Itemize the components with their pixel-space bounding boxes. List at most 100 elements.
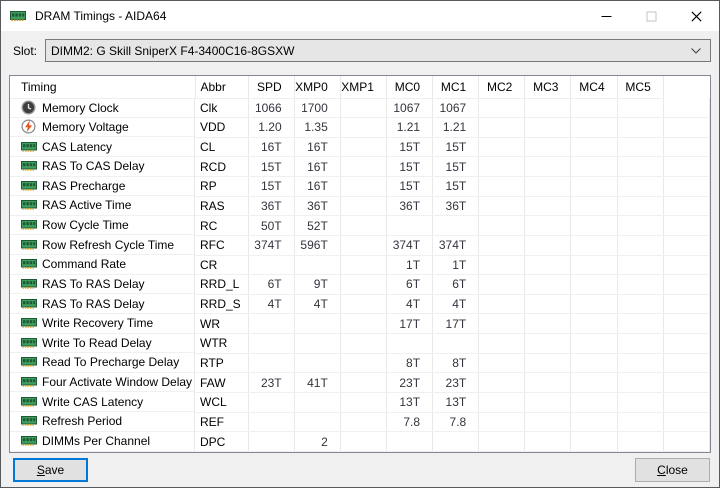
value-cell [524, 117, 572, 138]
value-cell [478, 98, 526, 119]
value-cell [663, 156, 710, 177]
value-cell [294, 412, 341, 433]
value-cell [570, 333, 618, 354]
value-cell: 6T [386, 274, 434, 295]
column-header-mc2: MC2 [478, 76, 526, 99]
value-cell [570, 353, 618, 374]
value-cell [478, 196, 526, 217]
value-cell [570, 98, 618, 119]
table-row[interactable]: Command Rate CR 1T 1T [10, 255, 710, 276]
value-cell: 15T [248, 176, 295, 197]
value-cell: 16T [248, 137, 295, 158]
abbr-cell: CL [195, 137, 249, 158]
slot-label: Slot: [13, 43, 38, 58]
value-cell [248, 431, 295, 452]
value-cell: 16T [294, 137, 341, 158]
value-cell [340, 156, 387, 177]
timing-label: Write Recovery Time [42, 316, 154, 331]
table-row[interactable]: DIMMs Per Channel DPC 2 [10, 431, 710, 452]
value-cell: 16T [294, 156, 341, 177]
value-cell [478, 431, 526, 452]
ram-module-icon [21, 316, 38, 331]
ram-module-icon [21, 296, 38, 311]
abbr-cell: REF [195, 412, 249, 433]
value-cell: 6T [248, 274, 295, 295]
value-cell [617, 313, 664, 334]
abbr-cell: RRD_L [195, 274, 249, 295]
value-cell: 1.21 [432, 117, 480, 138]
value-cell [524, 333, 572, 354]
value-cell: 23T [386, 372, 434, 393]
timing-label: Read To Precharge Delay [42, 355, 180, 370]
value-cell [524, 353, 572, 374]
timing-label: RAS Active Time [42, 198, 132, 213]
ram-module-icon [21, 276, 38, 291]
table-row[interactable]: Row Refresh Cycle Time RFC 374T 596T 374T 374… [10, 235, 710, 256]
value-cell [617, 392, 664, 413]
minimize-button[interactable] [584, 1, 629, 31]
value-cell: 1.20 [248, 117, 295, 138]
value-cell [524, 255, 572, 276]
value-cell [663, 333, 710, 354]
value-cell [340, 274, 387, 295]
table-row[interactable]: RAS Precharge RP 15T 16T 15T 15T [10, 176, 710, 197]
window-titlebar[interactable]: DRAM Timings - AIDA64 [1, 1, 719, 31]
value-cell [663, 255, 710, 276]
table-row[interactable]: RAS To RAS Delay RRD_S 4T 4T 4T 4T [10, 294, 710, 315]
value-cell [663, 98, 710, 119]
table-row[interactable]: Write To Read Delay WTR [10, 333, 710, 354]
value-cell [570, 117, 618, 138]
abbr-cell: RAS [195, 196, 249, 217]
value-cell: 23T [248, 372, 295, 393]
value-cell [248, 412, 295, 433]
timing-label: CAS Latency [42, 139, 113, 154]
value-cell [478, 156, 526, 177]
value-cell: 8T [432, 353, 480, 374]
value-cell [248, 333, 295, 354]
value-cell [294, 392, 341, 413]
abbr-cell: RP [195, 176, 249, 197]
close-window-button[interactable] [674, 1, 719, 31]
value-cell: 1067 [432, 98, 480, 119]
value-cell [663, 294, 710, 315]
value-cell [617, 137, 664, 158]
value-cell: 15T [386, 137, 434, 158]
table-row[interactable]: RAS To CAS Delay RCD 15T 16T 15T 15T [10, 156, 710, 177]
value-cell [570, 294, 618, 315]
timing-label: DIMMs Per Channel [42, 434, 151, 449]
value-cell [617, 431, 664, 452]
value-cell [617, 98, 664, 119]
abbr-cell: RCD [195, 156, 249, 177]
save-button[interactable]: Save [13, 458, 88, 482]
table-row[interactable]: Memory Clock Clk 1066 1700 1067 1067 [10, 98, 710, 119]
value-cell [570, 196, 618, 217]
value-cell: 4T [248, 294, 295, 315]
slot-selected-value: DIMM2: G Skill SniperX F4-3400C16-8GSXW [51, 43, 295, 58]
value-cell: 1.21 [386, 117, 434, 138]
table-row[interactable]: RAS To RAS Delay RRD_L 6T 9T 6T 6T [10, 274, 710, 295]
value-cell [524, 412, 572, 433]
value-cell [340, 412, 387, 433]
timing-label: RAS Precharge [42, 178, 126, 193]
table-row[interactable]: Write CAS Latency WCL 13T 13T [10, 392, 710, 413]
value-cell: 374T [248, 235, 295, 256]
ram-module-icon [21, 414, 38, 429]
table-row[interactable]: CAS Latency CL 16T 16T 15T 15T [10, 137, 710, 158]
table-row[interactable]: Memory Voltage VDD 1.20 1.35 1.21 1.21 [10, 117, 710, 138]
table-row[interactable]: Four Activate Window Delay FAW 23T 41T 23T 23… [10, 372, 710, 393]
table-row[interactable]: Row Cycle Time RC 50T 52T [10, 215, 710, 236]
table-row[interactable]: RAS Active Time RAS 36T 36T 36T 36T [10, 196, 710, 217]
value-cell [663, 372, 710, 393]
table-row[interactable]: Refresh Period REF 7.8 7.8 [10, 412, 710, 433]
slot-select[interactable]: DIMM2: G Skill SniperX F4-3400C16-8GSXW [45, 39, 711, 62]
close-button[interactable]: Close [635, 458, 710, 482]
value-cell [617, 412, 664, 433]
value-cell [340, 392, 387, 413]
value-cell [478, 372, 526, 393]
value-cell: 36T [294, 196, 341, 217]
value-cell: 7.8 [386, 412, 434, 433]
table-row[interactable]: Read To Precharge Delay RTP 8T 8T [10, 353, 710, 374]
value-cell [617, 255, 664, 276]
table-row[interactable]: Write Recovery Time WR 17T 17T [10, 313, 710, 334]
dialog-button-row: Save Close [13, 458, 710, 487]
